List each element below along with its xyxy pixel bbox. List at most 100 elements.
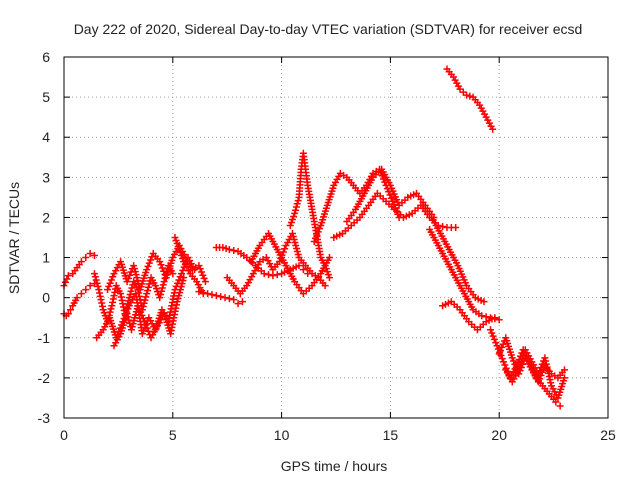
y-tick-label: 5 <box>42 89 50 105</box>
y-tick-label: 6 <box>42 49 50 65</box>
data-point <box>180 274 188 282</box>
data-point <box>234 300 242 308</box>
data-point <box>82 286 90 294</box>
data-point-interp <box>265 271 273 279</box>
data-point <box>143 266 151 274</box>
data-point-interp <box>142 293 150 301</box>
data-point-interp <box>138 311 146 319</box>
data-point-interp <box>63 275 71 283</box>
data-point <box>560 374 568 382</box>
data-point-interp <box>109 273 117 281</box>
data-point-interp <box>313 231 321 239</box>
data-point <box>156 294 164 302</box>
data-point-interp <box>537 363 545 371</box>
data-point <box>486 326 494 334</box>
data-point-interp <box>439 222 447 230</box>
data-point <box>310 238 318 246</box>
data-point-interp <box>498 355 506 363</box>
y-tick-label: 3 <box>42 169 50 185</box>
data-point-interp <box>157 261 165 269</box>
data-point-interp <box>126 290 134 298</box>
y-tick-label: 2 <box>42 209 50 225</box>
y-tick-label: 4 <box>42 129 50 145</box>
plot-frame <box>63 56 609 419</box>
data-point <box>493 342 501 350</box>
data-point-interp <box>225 295 233 303</box>
data-point-interp <box>281 245 289 253</box>
data-point-interp <box>144 262 152 270</box>
data-point <box>495 316 503 324</box>
data-point <box>225 246 233 254</box>
data-point-interp <box>124 274 132 282</box>
data-point <box>67 306 75 314</box>
data-point-interp <box>315 225 323 233</box>
data-point <box>560 366 568 374</box>
data-point <box>452 223 460 231</box>
data-point-interp <box>208 291 216 299</box>
data-point <box>123 310 131 318</box>
data-point <box>325 274 333 282</box>
data-point-interp <box>157 290 165 298</box>
data-point <box>219 244 227 252</box>
data-point-interp <box>144 283 152 291</box>
data-point-interp <box>292 203 300 211</box>
data-point <box>201 278 209 286</box>
data-point <box>495 350 503 358</box>
data-point <box>489 125 497 133</box>
grid-lines <box>64 57 608 418</box>
x-tick-label: 5 <box>169 427 177 443</box>
data-point <box>86 250 94 258</box>
data-point <box>64 310 72 318</box>
data-point-interp <box>199 289 207 297</box>
data-point <box>195 262 203 270</box>
data-point <box>534 378 542 386</box>
data-point-interp <box>126 271 134 279</box>
y-tick-label: 1 <box>42 250 50 266</box>
data-point-interp <box>139 315 147 323</box>
data-point <box>321 282 329 290</box>
data-point <box>238 298 246 306</box>
data-point <box>141 318 149 326</box>
data-point-interp <box>273 271 281 279</box>
data-point <box>491 314 499 322</box>
data-point-interp <box>490 335 498 343</box>
data-point-interp <box>200 274 208 282</box>
x-tick-label: 25 <box>600 427 616 443</box>
data-point-interp <box>501 361 509 369</box>
data-point <box>221 294 229 302</box>
data-point-interp <box>144 286 152 294</box>
y-tick-label: 0 <box>42 290 50 306</box>
data-point <box>64 272 72 280</box>
data-point-interp <box>124 305 132 313</box>
data-point-interp <box>536 367 544 375</box>
data-point <box>275 258 283 266</box>
data-point-interp <box>196 265 204 273</box>
data-point-interp <box>137 308 145 316</box>
data-point-interp <box>105 282 113 290</box>
data-point <box>295 262 303 270</box>
data-point <box>160 278 168 286</box>
data-point-interp <box>293 200 301 208</box>
data-point-interp <box>128 284 136 292</box>
data-point-interp <box>147 256 155 264</box>
data-point-interp <box>466 92 474 100</box>
data-point <box>480 298 488 306</box>
y-axis-label: SDTVAR / TECUs <box>6 182 22 294</box>
data-point <box>156 258 164 266</box>
data-point-interp <box>91 273 99 281</box>
data-point-interp <box>489 332 497 340</box>
data-points <box>60 65 568 410</box>
x-axis-label: GPS time / hours <box>281 458 388 474</box>
data-point <box>260 270 268 278</box>
data-point <box>82 254 90 262</box>
data-point <box>138 330 146 338</box>
data-point-interp <box>314 228 322 236</box>
data-point-interp <box>93 279 101 287</box>
data-point <box>291 209 299 217</box>
data-point-interp <box>292 206 300 214</box>
data-point <box>134 302 142 310</box>
y-tick-label: -3 <box>38 410 51 426</box>
data-point-interp <box>497 347 505 355</box>
data-point-interp <box>106 279 114 287</box>
